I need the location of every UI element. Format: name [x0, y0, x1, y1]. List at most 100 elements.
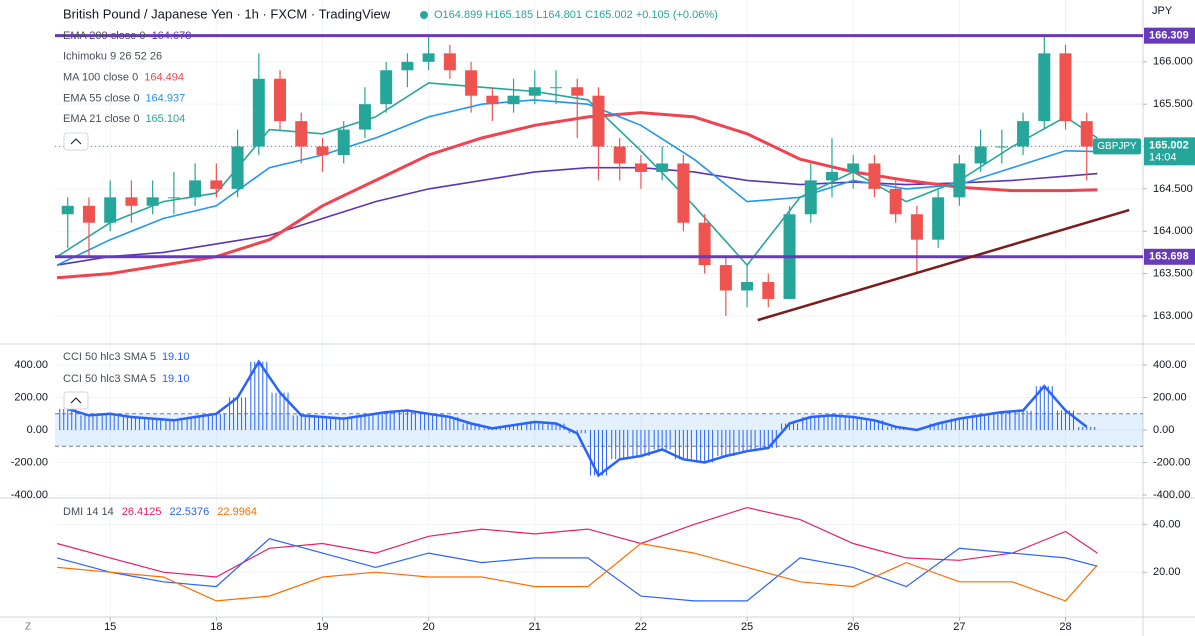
candle-body: [295, 121, 308, 147]
candle-body: [358, 104, 371, 130]
legend-value: 164.937: [145, 92, 185, 104]
x-tick-label: 21: [529, 621, 541, 633]
candle-body: [698, 222, 711, 266]
candle-body: [1038, 53, 1051, 122]
y-tick-label: 400.00: [14, 359, 48, 371]
x-tick-label: 18: [210, 621, 222, 633]
x-tick-label: 22: [635, 621, 647, 633]
level-price-label: 166.309: [1149, 30, 1189, 42]
candle-body: [1059, 53, 1072, 122]
legend-name: EMA 55 close 0: [63, 92, 139, 104]
legend-value: 164.678: [152, 30, 192, 42]
level-price-tag: [1144, 27, 1195, 44]
legend-value: 165.104: [145, 113, 185, 125]
candle-body: [486, 95, 499, 105]
y-tick-label: -400.00: [11, 489, 48, 501]
indicator-line: [56, 99, 1098, 266]
indicator-line: [56, 111, 1098, 280]
legend-value: 22.5376: [170, 506, 210, 518]
candle-body: [528, 87, 541, 96]
candle-body: [741, 282, 754, 291]
legend-name: CCI 50 hlc3 SMA 5: [63, 373, 156, 385]
candle-body: [677, 163, 690, 223]
candle-body: [762, 282, 775, 299]
candle-body: [910, 214, 923, 240]
cci-band: [55, 413, 1143, 447]
last-price-tag: [1144, 137, 1195, 166]
candle-body: [868, 163, 881, 189]
candle-body: [401, 61, 414, 71]
x-tick-label: 26: [847, 621, 859, 633]
legend-name: EMA 21 close 0: [63, 113, 139, 125]
y-tick-label: 0.00: [1153, 424, 1174, 436]
candle-body: [613, 146, 626, 164]
plot-area: [55, 34, 1143, 602]
collapse-button[interactable]: [63, 132, 89, 151]
last-price-label: 165.002: [1149, 139, 1189, 151]
symbol-tag: [1093, 138, 1141, 155]
zoom-button[interactable]: Z: [25, 622, 31, 633]
last-price-time: 14:04: [1149, 151, 1177, 163]
candle-body: [316, 146, 329, 155]
collapse-icon: [70, 397, 82, 404]
currency-unit: JPY: [1152, 5, 1173, 17]
candle-body: [1017, 121, 1030, 147]
candle-body: [804, 180, 817, 215]
y-tick-label: 0.00: [27, 424, 48, 436]
candle-body: [274, 78, 287, 122]
indicator-label: DMI 14 14: [63, 506, 114, 518]
y-tick-label: 164.000: [1153, 225, 1193, 237]
legend-value: 26.4125: [122, 506, 162, 518]
y-tick-label: 20.00: [1153, 566, 1181, 578]
candle-body: [995, 146, 1008, 148]
candle-body: [337, 129, 350, 155]
legend-value: 164.494: [144, 72, 184, 84]
candle-body: [656, 163, 669, 172]
x-tick-label: 15: [104, 621, 116, 633]
candle-body: [104, 197, 117, 223]
x-tick-label: 20: [423, 621, 435, 633]
candle-body: [422, 53, 435, 62]
legend-value: 19.10: [162, 373, 190, 385]
y-tick-label: 163.500: [1153, 267, 1193, 279]
y-tick-label: -200.00: [11, 456, 48, 468]
level-price-label: 163.698: [1149, 251, 1189, 263]
status-dot: [420, 11, 428, 19]
symbol-label: GBPJPY: [1097, 141, 1137, 152]
indicator-line: [56, 506, 1098, 578]
indicator-line: [56, 538, 1098, 602]
candle-body: [932, 197, 945, 240]
y-tick-label: 400.00: [1153, 359, 1187, 371]
candle-body: [189, 180, 202, 198]
legend-name: MA 100 close 0: [63, 72, 138, 84]
indicator-line: [57, 542, 1098, 602]
legend-name: CCI 50 hlc3 SMA 5: [63, 351, 156, 363]
y-tick-label: 165.500: [1153, 98, 1193, 110]
y-tick-label: 200.00: [14, 391, 48, 403]
candle-body: [146, 197, 159, 206]
ohlc-readout: O164.899 H165.185 L164.801 C165.002 +0.1…: [434, 9, 718, 21]
candle-body: [61, 205, 74, 215]
candle-body: [592, 95, 605, 147]
x-tick-label: 27: [953, 621, 965, 633]
candle-body: [571, 87, 584, 96]
indicator-line: [67, 359, 1088, 478]
level-price-tag: [1144, 248, 1195, 265]
collapse-button[interactable]: [63, 391, 89, 410]
candle-body: [125, 197, 138, 206]
candle-body: [252, 78, 265, 147]
candle-body: [550, 87, 563, 89]
candle-body: [82, 205, 95, 223]
candle-body: [719, 265, 732, 291]
y-tick-label: 164.500: [1153, 183, 1193, 195]
candle-body: [974, 146, 987, 164]
legend-value: 22.9964: [217, 506, 257, 518]
y-tick-label: 200.00: [1153, 391, 1187, 403]
candle-body: [507, 95, 520, 105]
y-tick-label: 166.000: [1153, 56, 1193, 68]
candle-body: [889, 188, 902, 215]
candle-body: [443, 53, 456, 71]
chart-title: British Pound / Japanese Yen · 1h · FXCM…: [63, 6, 391, 21]
x-tick-label: 28: [1059, 621, 1071, 633]
